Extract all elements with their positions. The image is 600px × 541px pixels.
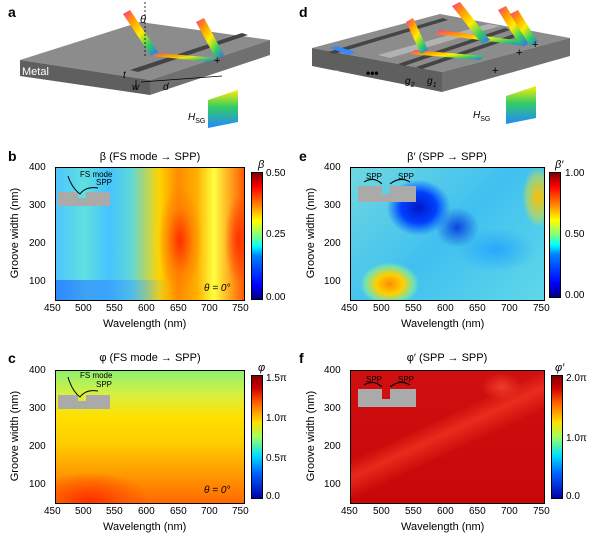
cbar-symbol-e: β′	[555, 159, 564, 171]
ytick: 100	[29, 479, 46, 490]
xticks-b: 450 500 550 600 650 700 750	[44, 303, 249, 314]
ytick: 100	[324, 276, 341, 287]
angle-c: θ = 0°	[204, 485, 231, 496]
cbar-tick: 1.0π	[566, 433, 587, 444]
t-label: t	[123, 70, 126, 81]
panel-label-c: c	[8, 350, 16, 366]
ellipsis: •••	[366, 66, 379, 80]
ytick: 400	[324, 162, 341, 173]
incident-beam	[123, 10, 158, 56]
ylabel-b: Groove width (nm)	[9, 187, 21, 279]
metal-front	[312, 48, 442, 92]
panel-title-c: φ (FS mode → SPP)	[99, 352, 201, 364]
heatmap-c	[55, 370, 245, 504]
ylabel-f: Groove width (nm)	[305, 390, 317, 482]
inset-f: SPP SPP	[358, 373, 420, 416]
cbar-tick: 0.0	[266, 491, 280, 502]
xlabel-e: Wavelength (nm)	[401, 318, 485, 330]
reflected-beam	[196, 18, 224, 59]
ylabel-e: Groove width (nm)	[305, 187, 317, 279]
ytick: 300	[29, 403, 46, 414]
schematic-single-groove: +	[20, 2, 270, 128]
ytick: 200	[29, 238, 46, 249]
ylabel-c: Groove width (nm)	[9, 390, 21, 482]
panel-label-a: a	[8, 4, 16, 20]
hsg-label-a: HSG	[188, 112, 206, 125]
ytick: 100	[324, 479, 341, 490]
inset-c: FS mode SPP	[58, 371, 118, 416]
ytick: 400	[29, 365, 46, 376]
metal-side	[150, 40, 270, 95]
g1-label: g1	[427, 76, 437, 89]
colorbar-e	[549, 172, 561, 298]
ytick: 200	[29, 441, 46, 452]
cbar-tick: 0.5π	[266, 453, 287, 464]
svg-text:+: +	[516, 47, 522, 59]
panel-title-b: β (FS mode → SPP)	[99, 151, 201, 163]
d-label: d	[163, 82, 169, 93]
colorbar-b	[251, 172, 263, 300]
transmitted-beam	[506, 86, 536, 124]
ytick: 400	[29, 162, 46, 173]
cbar-tick: 0.0	[566, 491, 580, 502]
panel-label-b: b	[8, 148, 17, 164]
colorbar-f	[551, 375, 563, 499]
panel-label-d: d	[299, 4, 308, 20]
cbar-tick: 1.0π	[266, 413, 287, 424]
ytick: 100	[29, 276, 46, 287]
w-label: w	[132, 82, 140, 93]
schematic-multi-groove: + + +	[312, 2, 570, 124]
xlabel-b: Wavelength (nm)	[103, 318, 187, 330]
cbar-tick: 2.0π	[566, 373, 587, 384]
panel-label-e: e	[299, 148, 307, 164]
cbar-tick: 1.5π	[266, 373, 287, 384]
ytick: 200	[324, 441, 341, 452]
heatmap-e	[350, 167, 545, 301]
ytick: 200	[324, 238, 341, 249]
cbar-tick: 1.00	[565, 168, 585, 179]
inset-e: SPP SPP	[358, 170, 420, 211]
g2-label: g2	[405, 76, 415, 89]
metal-label: Metal	[22, 66, 49, 78]
cbar-tick: 0.00	[565, 290, 585, 301]
ytick: 300	[324, 403, 341, 414]
heatmap-b	[55, 167, 245, 301]
gN-label: gN	[333, 68, 344, 81]
transmitted-beam	[208, 90, 238, 128]
panel-label-f: f	[299, 350, 304, 366]
cbar-symbol-f: φ′	[555, 362, 565, 374]
cbar-tick: 0.50	[565, 229, 585, 240]
cbar-tick: 0.00	[266, 292, 286, 303]
metal-side	[442, 38, 570, 92]
xticks-e: 450 500 550 600 650 700 750	[341, 303, 550, 314]
metal-front	[20, 60, 150, 95]
panel-title-f: φ′ (SPP → SPP)	[406, 352, 488, 364]
cbar-tick: 0.50	[266, 168, 286, 179]
colorbar-c	[251, 375, 263, 499]
xlabel-f: Wavelength (nm)	[401, 521, 485, 533]
theta-label: θ	[140, 14, 146, 26]
ytick: 400	[324, 365, 341, 376]
xticks-c: 450 500 550 600 650 700 750	[44, 506, 249, 517]
cbar-symbol-b: β	[258, 159, 265, 171]
svg-text:+: +	[492, 65, 498, 77]
svg-text:+: +	[532, 39, 538, 51]
inset-b: FS mode SPP	[58, 170, 118, 213]
ytick: 300	[324, 200, 341, 211]
xticks-f: 450 500 550 600 650 700 750	[341, 506, 550, 517]
svg-text:+: +	[214, 55, 220, 67]
angle-b: θ = 0°	[204, 283, 231, 294]
panel-title-e: β′ (SPP → SPP)	[407, 151, 487, 163]
hsg-label-d: HSG	[473, 110, 491, 123]
ytick: 300	[29, 200, 46, 211]
cbar-symbol-c: φ	[258, 362, 266, 374]
cbar-tick: 0.25	[266, 229, 286, 240]
xlabel-c: Wavelength (nm)	[103, 521, 187, 533]
